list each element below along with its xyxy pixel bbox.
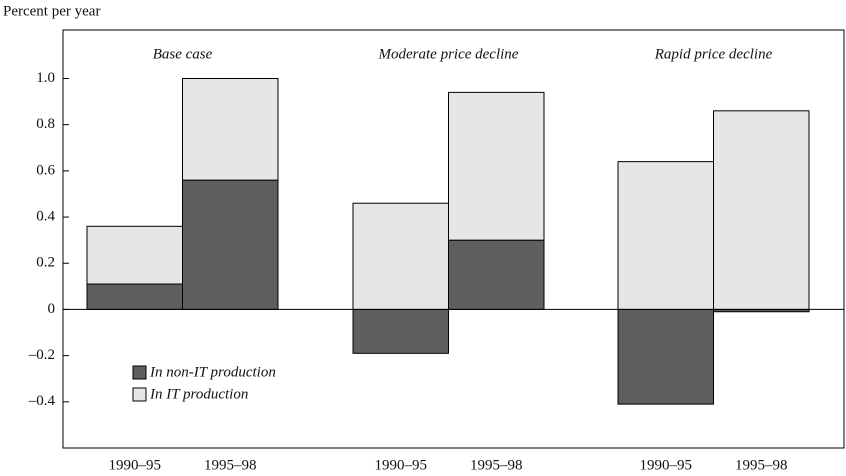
bar-segment bbox=[713, 110, 810, 310]
legend-swatch bbox=[132, 365, 147, 380]
x-tick-label: 1990–95 bbox=[375, 457, 428, 473]
y-tick-label: 0.6 bbox=[36, 162, 55, 178]
y-tick-label: 0.2 bbox=[36, 255, 55, 271]
x-tick-label: 1990–95 bbox=[640, 457, 693, 473]
group-title: Moderate price decline bbox=[378, 46, 519, 62]
legend-label: In non-IT production bbox=[149, 364, 276, 380]
y-tick-label: 0 bbox=[48, 301, 56, 317]
bar-segment bbox=[448, 239, 545, 310]
bar-segment bbox=[352, 308, 449, 354]
bar-segment bbox=[617, 161, 714, 310]
x-tick-label: 1990–95 bbox=[109, 457, 162, 473]
legend-swatch bbox=[132, 387, 147, 402]
bar-segment bbox=[182, 77, 279, 181]
y-tick-label: –0.4 bbox=[28, 393, 56, 409]
y-axis-label: Percent per year bbox=[3, 3, 100, 19]
bar-segment bbox=[182, 179, 279, 310]
legend-label: In IT production bbox=[149, 386, 248, 402]
x-tick-label: 1995–98 bbox=[735, 457, 788, 473]
x-tick-label: 1995–98 bbox=[470, 457, 523, 473]
bar-segment bbox=[617, 308, 714, 405]
y-tick-label: 1.0 bbox=[36, 70, 55, 86]
bar-segment bbox=[86, 283, 183, 310]
group-title: Rapid price decline bbox=[654, 46, 773, 62]
x-tick-label: 1995–98 bbox=[204, 457, 257, 473]
y-tick-label: –0.2 bbox=[28, 347, 55, 363]
plot-frame bbox=[62, 29, 845, 449]
bar-segment bbox=[448, 91, 545, 241]
bar-segment bbox=[352, 202, 449, 310]
y-tick-label: 0.4 bbox=[36, 208, 55, 224]
bar-segment bbox=[86, 225, 183, 285]
group-title: Base case bbox=[153, 46, 213, 62]
y-tick-label: 0.8 bbox=[36, 116, 55, 132]
